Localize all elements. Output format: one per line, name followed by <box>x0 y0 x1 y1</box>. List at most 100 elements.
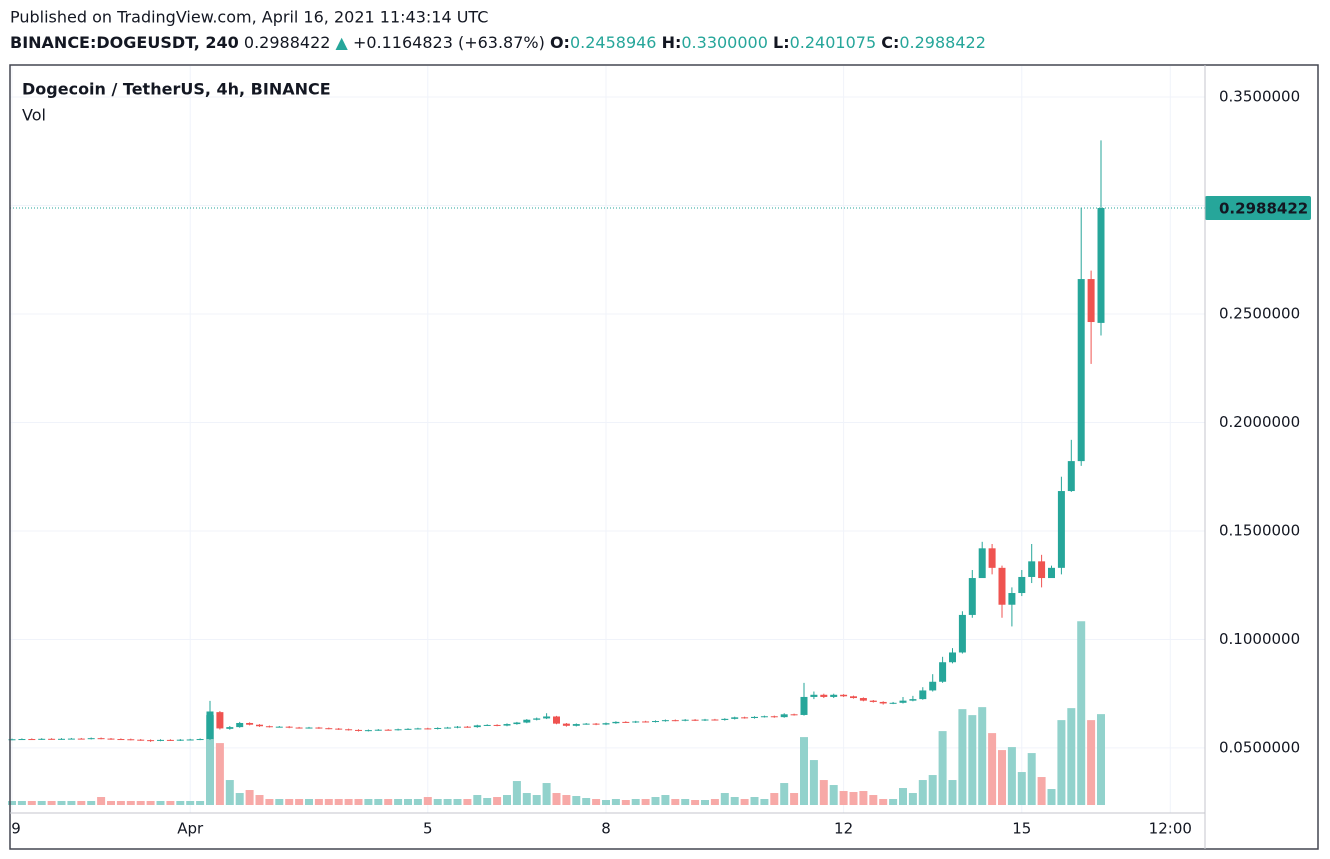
volume-bar <box>166 801 175 805</box>
volume-bar <box>443 799 452 805</box>
candle-body <box>978 548 986 579</box>
candle-body <box>1028 561 1036 577</box>
volume-bar <box>453 799 462 805</box>
volume-bar <box>305 799 313 805</box>
candle-body <box>18 739 26 741</box>
volume-bar <box>978 707 987 805</box>
candle-body <box>246 722 254 725</box>
volume-bar <box>235 793 244 805</box>
volume-bar <box>265 799 274 805</box>
volume-bar <box>314 799 323 805</box>
candle-body <box>404 728 412 730</box>
ohlc-value: 0.2458946 <box>570 33 657 52</box>
volume-bar <box>8 801 16 805</box>
volume-bar <box>552 793 561 805</box>
volume-bar <box>225 780 234 805</box>
volume-bar <box>1027 753 1036 805</box>
candle-body <box>790 714 798 716</box>
x-tick-label: 12:00 <box>1149 820 1192 838</box>
volume-bar <box>829 785 838 805</box>
volume-bar <box>364 799 373 805</box>
candle-body <box>1077 279 1085 462</box>
candle-body <box>335 728 343 730</box>
volume-bar <box>651 797 660 805</box>
price: 0.2988422 <box>244 33 331 52</box>
volume-bar <box>790 793 799 805</box>
volume-bar <box>483 798 492 805</box>
volume-bar <box>27 801 36 805</box>
volume-bar <box>47 801 56 805</box>
candle-body <box>899 700 907 703</box>
volume-bar <box>750 797 759 805</box>
x-tick-label: 9 <box>11 820 21 838</box>
candle-body <box>196 739 204 741</box>
x-tick-label: 8 <box>601 820 611 838</box>
candle-body <box>562 723 570 726</box>
candle-body <box>1057 491 1065 568</box>
volume-bar <box>1057 720 1066 805</box>
candle-body <box>28 739 36 741</box>
candle-body <box>216 712 224 729</box>
volume-bar <box>611 799 620 805</box>
candle-body <box>364 730 372 732</box>
volume-bar <box>889 799 898 805</box>
candle-body <box>869 700 877 702</box>
volume-bar <box>37 801 46 805</box>
volume-bar <box>334 799 343 805</box>
volume-bar <box>572 796 581 805</box>
volume-bar <box>621 800 630 805</box>
candle-body <box>473 725 481 728</box>
y-tick-label: 0.2000000 <box>1219 413 1300 431</box>
volume-bar <box>1097 714 1105 805</box>
candle-body <box>642 721 650 723</box>
volume-bar <box>463 799 472 805</box>
volume-bar <box>413 799 422 805</box>
candle-body <box>721 718 729 720</box>
volume-bar <box>819 780 828 805</box>
volume-bar <box>423 797 432 805</box>
volume-bar <box>800 737 808 805</box>
change: +0.1164823 (+63.87%) <box>353 33 545 52</box>
volume-bar <box>691 800 700 805</box>
volume-bar <box>473 795 482 805</box>
candle-body <box>998 567 1006 605</box>
volume-bar <box>859 791 868 805</box>
volume-bar <box>384 799 393 805</box>
volume-bar <box>938 731 947 805</box>
candle-body <box>859 698 867 701</box>
candle-body <box>315 727 323 729</box>
candle-body <box>48 738 56 740</box>
ohlc-label: C: <box>881 33 899 52</box>
volume-bar <box>730 797 739 805</box>
candle-body <box>1048 567 1055 579</box>
arrow: ▲ <box>336 33 349 52</box>
volume-bar <box>156 801 165 805</box>
chart-title: Dogecoin / TetherUS, 4h, BINANCE <box>22 80 331 99</box>
candle-body <box>444 727 452 729</box>
candle-body <box>236 722 244 728</box>
candle-body <box>1087 279 1095 323</box>
candle-body <box>760 716 768 718</box>
candle-body <box>652 721 659 723</box>
volume-bar <box>869 795 878 805</box>
candle-body <box>325 728 333 730</box>
candle-body <box>780 714 788 718</box>
ohlc-label: L: <box>773 33 790 52</box>
y-tick-label: 0.1000000 <box>1219 630 1300 648</box>
candle-body <box>820 694 828 697</box>
volume-bar <box>968 715 977 805</box>
candle-body <box>434 727 442 729</box>
candle-body <box>691 719 699 721</box>
volume-bar <box>1087 720 1096 805</box>
candle-body <box>345 729 353 731</box>
volume-bar <box>928 775 937 805</box>
volume-bar <box>295 799 304 805</box>
candle-body <box>949 652 956 663</box>
grid <box>10 66 1205 813</box>
volume-bar <box>1047 789 1056 805</box>
volume-bar <box>958 709 967 805</box>
candle-body <box>38 738 46 740</box>
volume-bar <box>1007 747 1016 805</box>
candle-body <box>8 739 16 741</box>
volume-bar <box>839 791 848 805</box>
